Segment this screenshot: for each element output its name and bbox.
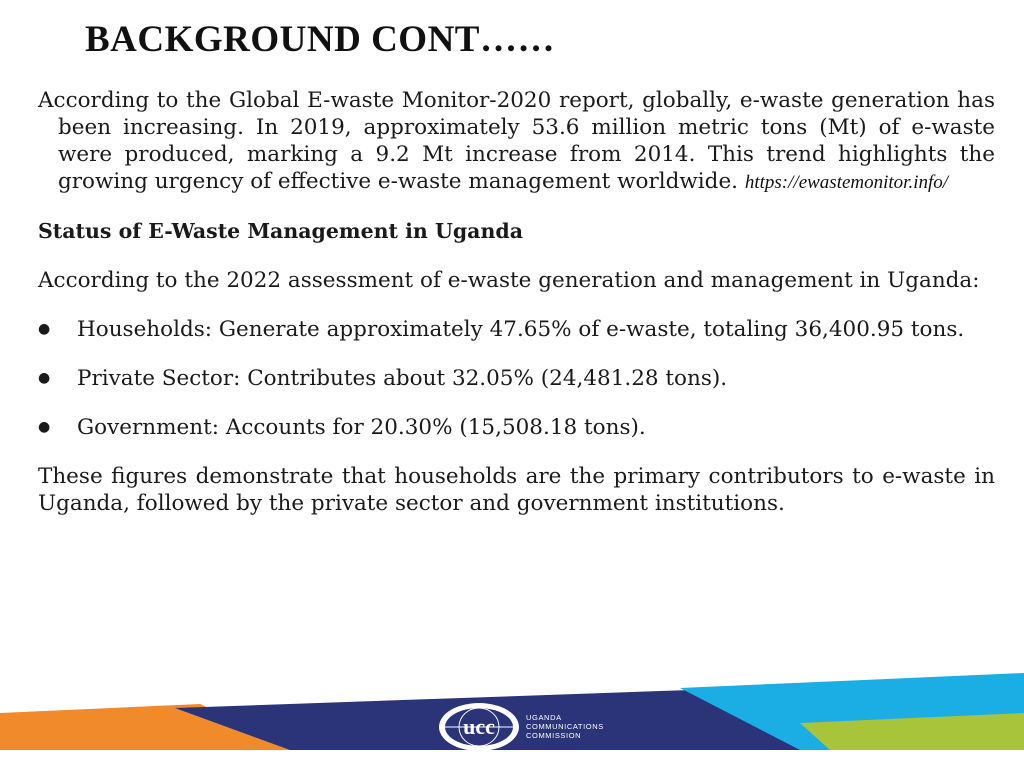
intro-paragraph: According to the Global E-waste Monitor-… (38, 87, 995, 196)
ucc-logo: ucc UGANDA COMMUNICATIONS COMMISSION (437, 701, 637, 753)
ucc-globe-icon: ucc (439, 703, 519, 751)
logo-line: UGANDA (526, 713, 562, 722)
source-link[interactable]: https://ewastemonitor.info/ (744, 172, 949, 193)
intro-text: According to the Global E-waste Monitor-… (38, 88, 995, 194)
bullet-private-sector: ● Private Sector: Contributes about 32.05… (38, 365, 995, 392)
bullet-icon: ● (38, 321, 51, 337)
bullet-households: ● Households: Generate approximately 47.6… (38, 316, 995, 343)
conclusion-paragraph: These figures demonstrate that household… (38, 464, 995, 516)
assessment-intro: According to the 2022 assessment of e-wa… (38, 268, 980, 293)
slide-title: BACKGROUND CONT…… (85, 19, 555, 60)
logo-mark: ucc (463, 714, 495, 739)
footer-green-stripe (800, 713, 1024, 750)
logo-wordmark: UGANDA COMMUNICATIONS COMMISSION (526, 713, 604, 740)
bullet-government: ● Government: Accounts for 20.30% (15,508… (38, 414, 995, 441)
bullet-text: Households: Generate approximately 47.65… (77, 317, 965, 342)
bullet-text: Government: Accounts for 20.30% (15,508.… (77, 415, 646, 440)
section-heading: Status of E-Waste Management in Uganda (38, 219, 523, 243)
bullet-icon: ● (38, 370, 51, 386)
slide-content: According to the Global E-waste Monitor-… (38, 87, 995, 539)
footer-banner: ucc UGANDA COMMUNICATIONS COMMISSION (0, 668, 1024, 768)
logo-line: COMMISSION (526, 731, 582, 740)
bullet-icon: ● (38, 419, 51, 435)
bullet-text: Private Sector: Contributes about 32.05%… (77, 366, 728, 391)
bullet-list: ● Households: Generate approximately 47.6… (38, 316, 995, 441)
logo-line: COMMUNICATIONS (526, 722, 604, 731)
